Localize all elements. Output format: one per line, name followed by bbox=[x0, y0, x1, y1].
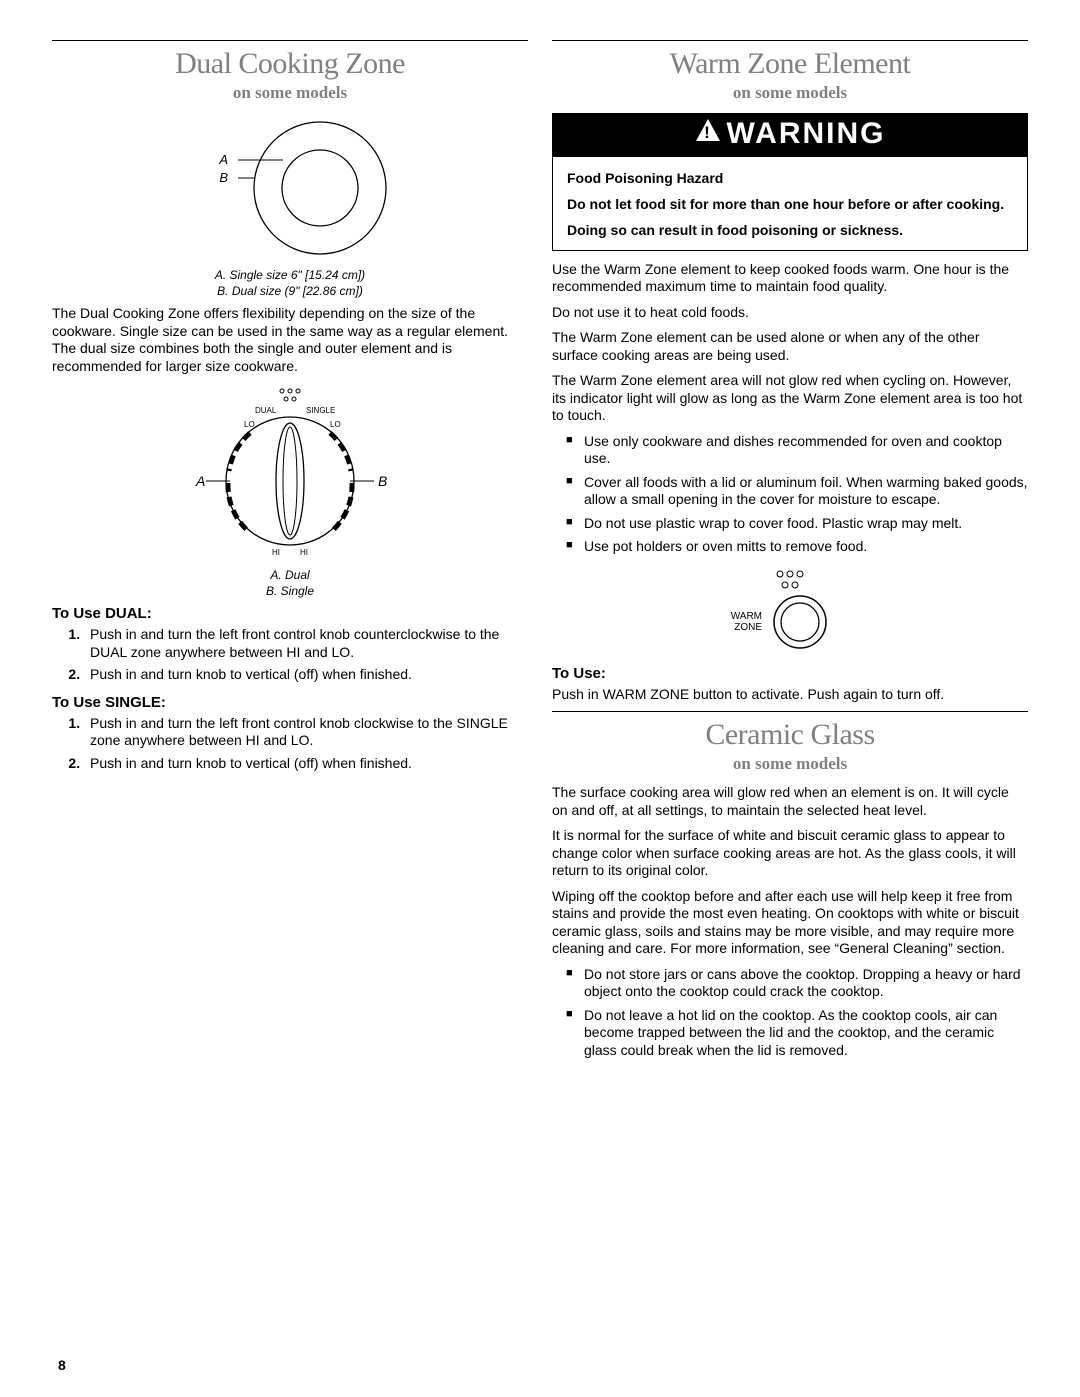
warm-para: The Warm Zone element can be used alone … bbox=[552, 329, 1028, 364]
left-column: Dual Cooking Zone on some models A B A. … bbox=[52, 40, 528, 1067]
dual-intro: The Dual Cooking Zone offers flexibility… bbox=[52, 305, 528, 375]
knob-caption-2: B. Single bbox=[52, 584, 528, 600]
knob-single-label: SINGLE bbox=[306, 406, 335, 415]
warm-zone-subtitle: on some models bbox=[552, 83, 1028, 103]
dual-cooking-subtitle: on some models bbox=[52, 83, 528, 103]
svg-text:!: ! bbox=[704, 123, 712, 142]
warm-para: Do not use it to heat cold foods. bbox=[552, 304, 1028, 322]
knob-label-b: B bbox=[378, 473, 387, 489]
ceramic-para: Wiping off the cooktop before and after … bbox=[552, 888, 1028, 958]
warm-label-1: WARM bbox=[731, 611, 762, 622]
warm-bullets: Use only cookware and dishes recommended… bbox=[552, 433, 1028, 556]
knob-caption-1: A. Dual bbox=[52, 568, 528, 584]
ring-label-b: B bbox=[219, 170, 228, 185]
knob-hi-right: HI bbox=[300, 548, 308, 557]
ring-caption-1: A. Single size 6" [15.24 cm]) bbox=[52, 268, 528, 284]
rule bbox=[552, 711, 1028, 712]
ceramic-title: Ceramic Glass bbox=[552, 718, 1028, 752]
knob-diagram: DUAL SINGLE LO LO HI HI bbox=[52, 383, 528, 599]
ceramic-subtitle: on some models bbox=[552, 754, 1028, 774]
warm-bullet: Use pot holders or oven mitts to remove … bbox=[566, 538, 1028, 556]
knob-label-a: A bbox=[195, 473, 205, 489]
ceramic-bullet: Do not store jars or cans above the cook… bbox=[566, 966, 1028, 1001]
ceramic-bullet: Do not leave a hot lid on the cooktop. A… bbox=[566, 1007, 1028, 1060]
warm-bullet: Do not use plastic wrap to cover food. P… bbox=[566, 515, 1028, 533]
dual-step: Push in and turn knob to vertical (off) … bbox=[84, 666, 528, 684]
warning-line3: Doing so can result in food poisoning or… bbox=[567, 221, 1013, 239]
warning-label: WARNING bbox=[727, 117, 886, 150]
warm-to-use-text: Push in WARM ZONE button to activate. Pu… bbox=[552, 686, 1028, 704]
rule bbox=[552, 40, 1028, 41]
rule bbox=[52, 40, 528, 41]
warm-zone-title: Warm Zone Element bbox=[552, 47, 1028, 81]
ring-label-a: A bbox=[218, 152, 228, 167]
ceramic-para: The surface cooking area will glow red w… bbox=[552, 784, 1028, 819]
warm-zone-diagram: WARM ZONE bbox=[552, 564, 1028, 659]
single-steps: Push in and turn the left front control … bbox=[52, 715, 528, 773]
warning-triangle-icon: ! bbox=[695, 116, 721, 150]
to-use-dual-head: To Use DUAL: bbox=[52, 605, 528, 622]
knob-hi-left: HI bbox=[272, 548, 280, 557]
dual-steps: Push in and turn the left front control … bbox=[52, 626, 528, 684]
warning-banner: ! WARNING bbox=[552, 113, 1028, 157]
warm-bullet: Use only cookware and dishes recommended… bbox=[566, 433, 1028, 468]
warm-to-use-head: To Use: bbox=[552, 665, 1028, 682]
knob-dual-label: DUAL bbox=[255, 406, 277, 415]
dual-cooking-title: Dual Cooking Zone bbox=[52, 47, 528, 81]
dual-step: Push in and turn the left front control … bbox=[84, 626, 528, 661]
ceramic-para: It is normal for the surface of white an… bbox=[552, 827, 1028, 880]
knob-lo-left: LO bbox=[244, 420, 255, 429]
warning-line1: Food Poisoning Hazard bbox=[567, 169, 1013, 187]
right-column: Warm Zone Element on some models ! WARNI… bbox=[552, 40, 1028, 1067]
knob-lo-right: LO bbox=[330, 420, 341, 429]
ring-caption-2: B. Dual size (9" [22.86 cm]) bbox=[52, 284, 528, 300]
single-step: Push in and turn the left front control … bbox=[84, 715, 528, 750]
ceramic-bullets: Do not store jars or cans above the cook… bbox=[552, 966, 1028, 1060]
warm-label-2: ZONE bbox=[734, 622, 762, 633]
single-step: Push in and turn knob to vertical (off) … bbox=[84, 755, 528, 773]
page-number: 8 bbox=[58, 1357, 66, 1373]
warm-para: Use the Warm Zone element to keep cooked… bbox=[552, 261, 1028, 296]
ring-diagram: A B A. Single size 6" [15.24 cm]) B. Dua… bbox=[52, 113, 528, 299]
warning-box: Food Poisoning Hazard Do not let food si… bbox=[552, 157, 1028, 251]
to-use-single-head: To Use SINGLE: bbox=[52, 694, 528, 711]
warm-bullet: Cover all foods with a lid or aluminum f… bbox=[566, 474, 1028, 509]
warm-para: The Warm Zone element area will not glow… bbox=[552, 372, 1028, 425]
warning-line2: Do not let food sit for more than one ho… bbox=[567, 195, 1013, 213]
